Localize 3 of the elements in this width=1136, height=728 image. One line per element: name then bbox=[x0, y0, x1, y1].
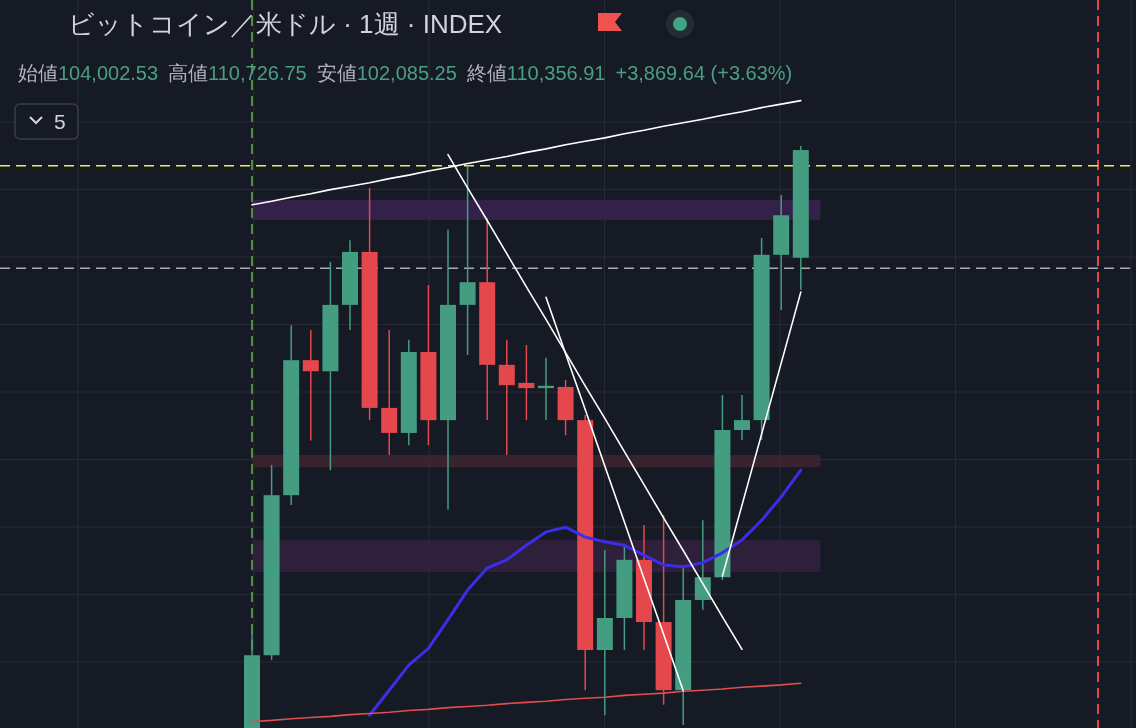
chart-title: ビットコイン／米ドル · 1週 · INDEX bbox=[68, 9, 503, 39]
button: 5 bbox=[14, 103, 79, 140]
header: ビットコイン／米ドル · 1週 · INDEX 始値104,002.53 高値110,726.75 安値102,085.25 終値110,356.91 +3,869.64 (+3.63%) 5 bbox=[14, 9, 793, 140]
